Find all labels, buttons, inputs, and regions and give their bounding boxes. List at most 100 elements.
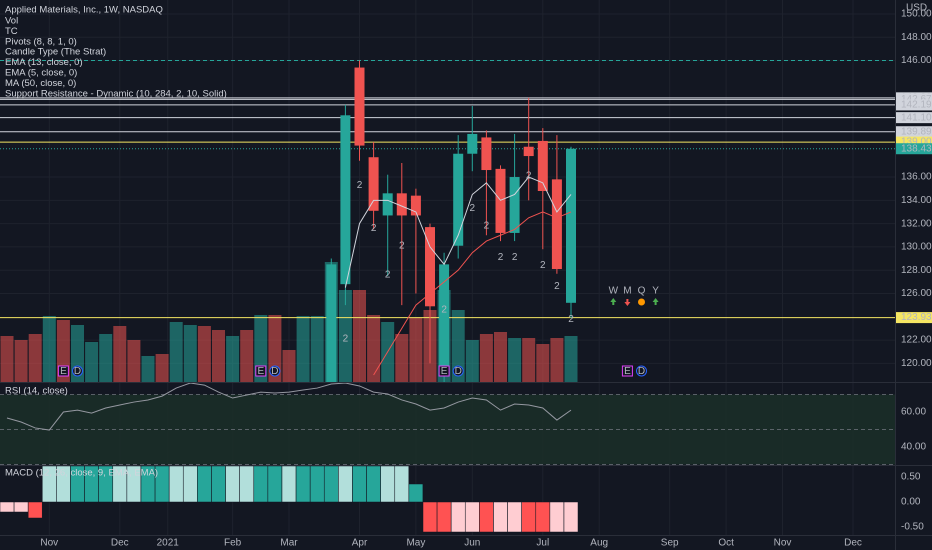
strat-label: 2	[399, 240, 405, 251]
volume-bar	[409, 318, 423, 382]
macd-bar	[295, 466, 311, 503]
x-tick-label: Aug	[590, 538, 608, 549]
strat-label: 2	[357, 180, 363, 191]
indicator-legend: Vol	[5, 16, 18, 27]
candle-body	[340, 115, 351, 285]
y-tick-label: -0.50	[901, 522, 924, 533]
strat-label: 2	[540, 260, 546, 271]
price-label: 138.43	[901, 143, 932, 154]
y-tick-label: 146.00	[901, 55, 932, 66]
price-label-box	[896, 99, 932, 111]
event-label: D	[74, 366, 81, 377]
volume-bar	[451, 310, 465, 382]
x-tick-label: Sep	[661, 538, 679, 549]
y-tick-label: 40.00	[901, 442, 926, 453]
rsi-line	[6, 383, 572, 431]
volume-bar	[465, 340, 479, 382]
pane-title: RSI (14, close)	[5, 386, 68, 397]
volume-bar	[254, 315, 268, 382]
macd-bar	[436, 501, 452, 533]
candle-body	[551, 179, 562, 270]
macd-pane	[0, 466, 854, 535]
y-tick-label: 120.00	[901, 358, 932, 369]
price-label: 139.89	[901, 126, 932, 137]
ema-line	[344, 176, 572, 288]
macd-bar	[535, 501, 551, 533]
volume-bar	[296, 316, 310, 382]
x-tick-label: Dec	[844, 538, 862, 549]
volume-bar	[212, 330, 225, 382]
indicator-legend: Support Resistance - Dynamic (10, 284, 2…	[5, 88, 227, 99]
volume-bar	[494, 332, 507, 382]
volume-bar	[522, 338, 536, 382]
candle-body	[326, 264, 337, 382]
volume-bar	[226, 336, 240, 382]
candle-body	[509, 177, 520, 233]
strat-label: 2	[568, 314, 574, 325]
price-label-box	[896, 112, 932, 124]
event-label: E	[624, 366, 631, 377]
y-tick-label: 134.00	[901, 195, 932, 206]
y-tick-label: 148.00	[901, 32, 932, 43]
candle-body	[439, 264, 450, 372]
volume-bar	[508, 338, 522, 382]
volume-bar	[14, 340, 28, 382]
volume-bar	[141, 356, 155, 382]
y-tick-label: 132.00	[901, 218, 932, 229]
volume-bar	[113, 326, 127, 382]
price-label: 139.00	[901, 137, 932, 148]
y-tick-label: 150.00	[901, 9, 932, 20]
event-icon	[452, 365, 464, 377]
volume-bar	[197, 326, 211, 382]
macd-bar	[521, 501, 536, 533]
volume-bar	[367, 315, 381, 382]
macd-bar	[493, 501, 508, 533]
x-tick-label: Nov	[774, 538, 792, 549]
candle-body	[368, 157, 379, 211]
event-icon	[57, 365, 69, 377]
y-tick-label: 0.50	[901, 472, 921, 483]
volume-bar	[268, 315, 282, 382]
currency: USD	[906, 3, 927, 14]
indicator-legend: EMA (13, close, 0)	[5, 57, 83, 68]
overlay: Nov Dec 2021 Feb Mar Apr May Jun Jul Aug Sep Oct Nov…	[5, 3, 932, 549]
macd-bar	[267, 466, 283, 503]
macd-bar	[479, 501, 494, 533]
price-label: 141.10	[901, 112, 932, 123]
x-tick-label: Mar	[280, 538, 298, 549]
signal-up	[652, 298, 659, 305]
volume-bar	[282, 350, 296, 382]
x-tick-label: 2021	[157, 538, 180, 549]
event-label: E	[60, 366, 67, 377]
signal-up	[610, 298, 617, 305]
macd-bar	[563, 501, 579, 533]
macd-bar	[197, 466, 212, 503]
candle-body	[382, 193, 393, 216]
macd-bar	[549, 501, 565, 533]
volume-bar	[99, 334, 113, 382]
x-tick-label: Apr	[352, 538, 368, 549]
volume-bar	[310, 316, 324, 382]
rsi-pane	[0, 383, 895, 465]
volume-bar	[85, 342, 99, 382]
macd-bar	[281, 466, 297, 503]
candle-body	[453, 153, 464, 246]
event-label: E	[441, 366, 448, 377]
indicator-legend: TC	[5, 26, 18, 37]
price-label: 123.93	[901, 312, 932, 323]
macd-bar	[352, 466, 367, 503]
strat-label: 2	[371, 223, 377, 234]
price-label-box	[896, 93, 932, 105]
event-icon	[72, 365, 83, 377]
macd-bar	[394, 466, 410, 503]
strat-label: 2	[385, 269, 391, 280]
volume-bar	[183, 325, 197, 382]
candle-body	[523, 146, 534, 157]
strat-label: 2	[526, 171, 532, 182]
y-tick-label: 136.00	[901, 172, 932, 183]
chart-title: Applied Materials, Inc., 1W, NASDAQ	[5, 5, 163, 16]
signal-down	[624, 299, 631, 306]
candle-body	[467, 133, 478, 154]
event-label: E	[257, 366, 264, 377]
volume-bar	[353, 290, 366, 382]
